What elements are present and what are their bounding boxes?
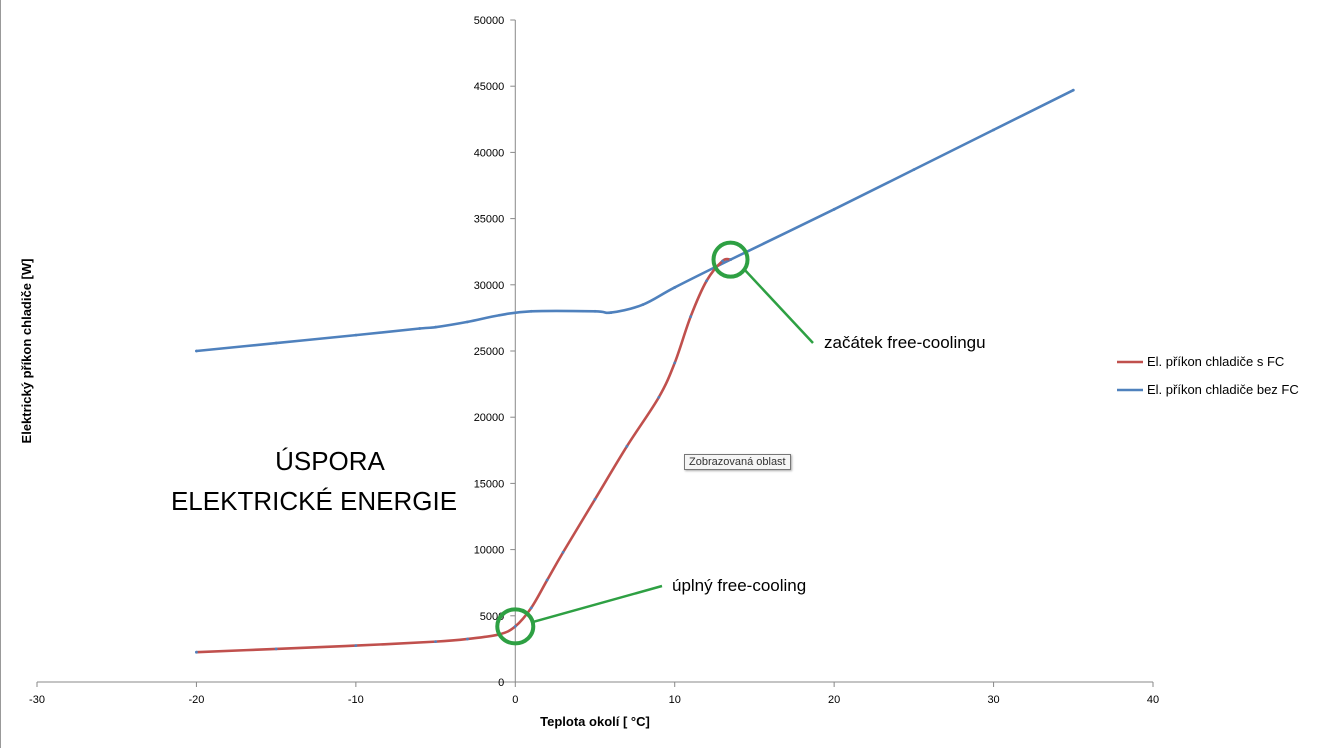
series-1-point	[1071, 88, 1075, 92]
series-0-point	[354, 644, 358, 647]
y-tick-label: 0	[498, 677, 504, 689]
savings-text-line2: ELEKTRICKÉ ENERGIE	[171, 486, 457, 516]
x-tick-label: -20	[188, 694, 204, 706]
series-0-point	[657, 395, 661, 399]
series-1-point	[641, 303, 645, 307]
legend-label-without-fc: El. příkon chladiče bez FC	[1147, 382, 1299, 397]
start-marker-circle	[711, 240, 750, 279]
series-1-point	[274, 341, 278, 345]
y-tick-label: 30000	[474, 280, 505, 292]
free-cooling-start-label: začátek free-coolingu	[824, 333, 986, 352]
y-tick-label: 35000	[474, 214, 505, 226]
series-0-point	[466, 637, 469, 641]
series-0-point	[689, 315, 693, 318]
series-1-point	[195, 349, 198, 353]
series-layer	[195, 88, 1075, 654]
series-1-point	[593, 309, 597, 313]
series-0-point	[625, 444, 629, 448]
savings-text-line1: ÚSPORA	[275, 446, 385, 476]
x-tick-label: 30	[987, 694, 999, 706]
legend: El. příkon chladiče s FC El. příkon chla…	[1117, 354, 1299, 397]
series-1-point	[992, 128, 995, 132]
x-tick-label: -30	[29, 694, 45, 706]
series-line-1	[195, 88, 1075, 353]
series-0-point	[673, 361, 677, 365]
x-tick-label: -10	[348, 694, 364, 706]
x-axis-title: Teplota okolí [ °C]	[540, 714, 650, 729]
full-free-cooling-label: úplný free-cooling	[672, 576, 806, 595]
y-tick-label: 50000	[474, 15, 505, 27]
series-0-point	[434, 640, 437, 644]
x-tick-label: 40	[1147, 694, 1159, 706]
series-1-point	[673, 286, 677, 289]
series-1-point	[354, 333, 358, 337]
series-0-point	[729, 258, 732, 262]
series-1-point	[912, 168, 916, 172]
series-1-point	[832, 207, 836, 211]
axes: -30 -20 -10 0 10 20 30 400500010000150002000025…	[29, 15, 1159, 706]
y-axis-title: Elektrický příkon chladiče [W]	[19, 259, 34, 444]
series-0-point	[721, 259, 724, 263]
full-leader-line	[530, 584, 663, 624]
y-tick-label: 45000	[474, 81, 505, 93]
series-1-point	[418, 327, 422, 330]
series-0-point	[274, 647, 278, 651]
annotations-layer	[495, 240, 814, 646]
series-0-point	[593, 497, 597, 501]
series-0-point	[705, 279, 708, 283]
legend-label-with-fc: El. příkon chladiče s FC	[1147, 354, 1284, 369]
y-tick-label: 15000	[474, 478, 505, 490]
chart-area-tooltip: Zobrazovaná oblast	[684, 454, 791, 470]
series-0-point	[545, 578, 549, 582]
x-tick-label: 10	[669, 694, 681, 706]
series-1-point	[466, 320, 469, 324]
series-0-point	[529, 606, 533, 610]
y-tick-label: 10000	[474, 545, 505, 557]
series-1-point	[434, 325, 437, 329]
series-1-point	[529, 309, 533, 313]
series-0-point	[195, 650, 198, 654]
series-0-point	[561, 550, 565, 554]
series-1-point	[609, 311, 613, 315]
y-tick-label: 20000	[474, 412, 505, 424]
start-leader-line	[743, 268, 814, 344]
series-0-point	[513, 624, 517, 628]
x-tick-label: 0	[512, 694, 518, 706]
y-tick-label: 40000	[474, 147, 505, 159]
series-1-point	[497, 313, 501, 317]
y-tick-label: 25000	[474, 346, 505, 358]
x-tick-label: 20	[828, 694, 840, 706]
full-marker-circle	[495, 607, 536, 646]
window-edge	[0, 0, 1, 748]
